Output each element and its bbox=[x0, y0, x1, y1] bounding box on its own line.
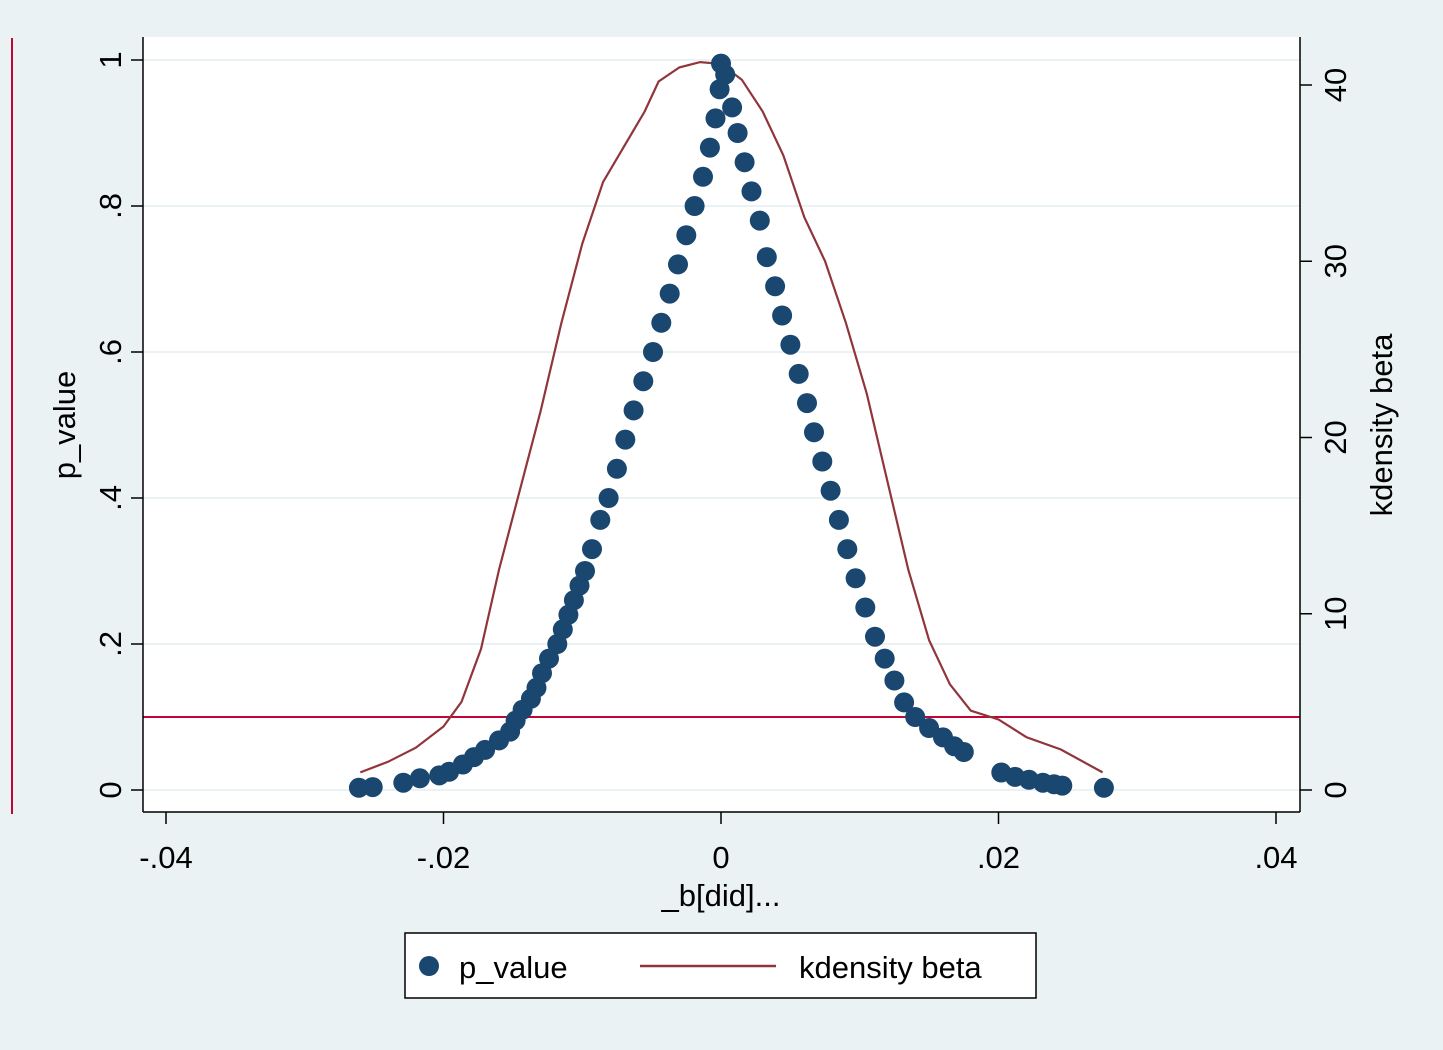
legend: p_value kdensity beta bbox=[404, 932, 1037, 999]
scatter-points bbox=[348, 53, 1114, 798]
scatter-point-29 bbox=[633, 371, 654, 392]
scatter-point-1 bbox=[362, 777, 383, 798]
scatter-point-62 bbox=[884, 670, 905, 691]
y-axis-left-title: p_value bbox=[47, 371, 82, 480]
y-left-tick-label-4: .8 bbox=[93, 193, 128, 219]
scatter-point-68 bbox=[953, 742, 974, 762]
scatter-point-56 bbox=[828, 509, 849, 530]
scatter-point-75 bbox=[1093, 777, 1114, 798]
y-left-tick-label-1: .2 bbox=[93, 631, 128, 657]
scatter-point-51 bbox=[788, 363, 809, 384]
scatter-point-38 bbox=[705, 108, 726, 129]
scatter-point-53 bbox=[804, 422, 824, 443]
x-tick-label-2: 0 bbox=[712, 840, 729, 875]
scatter-point-45 bbox=[741, 181, 762, 202]
legend-marker-p-value bbox=[419, 956, 439, 976]
y-left-tick-label-0: 0 bbox=[93, 781, 128, 798]
scatter-point-59 bbox=[855, 597, 876, 618]
scatter-point-27 bbox=[615, 429, 636, 450]
grid-lines bbox=[143, 59, 1300, 791]
y-right-tick-label-4: 40 bbox=[1318, 68, 1353, 102]
scatter-point-50 bbox=[780, 334, 801, 355]
scatter-point-74 bbox=[1052, 775, 1073, 796]
y-right-tick-label-2: 20 bbox=[1318, 420, 1353, 454]
scatter-point-30 bbox=[643, 342, 663, 362]
scatter-point-54 bbox=[812, 451, 833, 472]
scatter-point-22 bbox=[575, 561, 595, 581]
scatter-point-36 bbox=[693, 166, 713, 187]
scatter-point-58 bbox=[845, 568, 866, 589]
scatter-point-34 bbox=[676, 225, 697, 246]
scatter-point-32 bbox=[659, 283, 680, 304]
scatter-point-37 bbox=[699, 137, 720, 158]
y-right-tick-label-3: 30 bbox=[1318, 244, 1353, 278]
y-left-tick-label-3: .6 bbox=[93, 339, 128, 365]
scatter-point-23 bbox=[582, 539, 602, 560]
scatter-point-26 bbox=[606, 458, 627, 479]
scatter-point-60 bbox=[865, 626, 885, 647]
kdensity-group bbox=[359, 60, 1104, 774]
scatter-point-33 bbox=[668, 254, 688, 275]
scatter-point-16 bbox=[539, 648, 559, 669]
scatter-point-63 bbox=[894, 692, 915, 713]
scatter-point-31 bbox=[651, 312, 672, 333]
y-left-tick-label-2: .4 bbox=[93, 485, 128, 511]
scatter-point-44 bbox=[734, 152, 755, 173]
y-right-tick-label-0: 0 bbox=[1318, 781, 1353, 798]
x-tick-label-3: .02 bbox=[977, 840, 1020, 875]
kdensity-line bbox=[359, 60, 1104, 774]
y-right-tick-label-1: 10 bbox=[1318, 597, 1353, 631]
scatter-point-48 bbox=[765, 276, 786, 297]
scatter-point-47 bbox=[756, 247, 777, 268]
y-axis-right-title: kdensity beta bbox=[1364, 333, 1399, 516]
plot-area bbox=[143, 37, 1300, 812]
y-left-tick-label-5: 1 bbox=[93, 51, 128, 68]
scatter-point-24 bbox=[590, 509, 611, 530]
scatter-point-64 bbox=[905, 707, 926, 727]
scatter-point-3 bbox=[409, 768, 430, 789]
scatter-point-52 bbox=[797, 393, 817, 414]
legend-label-kdensity: kdensity beta bbox=[799, 950, 982, 985]
scatter-point-2 bbox=[393, 772, 414, 793]
scatter-point-41 bbox=[715, 64, 736, 85]
scatter-point-57 bbox=[837, 539, 858, 560]
scatter-point-61 bbox=[874, 648, 895, 669]
x-tick-label-0: -.04 bbox=[139, 840, 192, 875]
scatter-point-28 bbox=[623, 400, 644, 421]
scatter-point-55 bbox=[820, 480, 841, 501]
scatter-point-43 bbox=[727, 123, 748, 143]
scatter-point-25 bbox=[598, 488, 619, 508]
legend-label-p-value: p_value bbox=[459, 950, 568, 985]
scatter-point-42 bbox=[722, 97, 743, 118]
scatter-point-35 bbox=[684, 196, 705, 216]
scatter-point-46 bbox=[749, 210, 770, 231]
scatter-point-49 bbox=[772, 305, 793, 326]
x-tick-label-1: -.02 bbox=[417, 840, 470, 875]
x-tick-label-4: .04 bbox=[1254, 840, 1297, 875]
x-axis-title: _b[did]... bbox=[661, 878, 781, 913]
